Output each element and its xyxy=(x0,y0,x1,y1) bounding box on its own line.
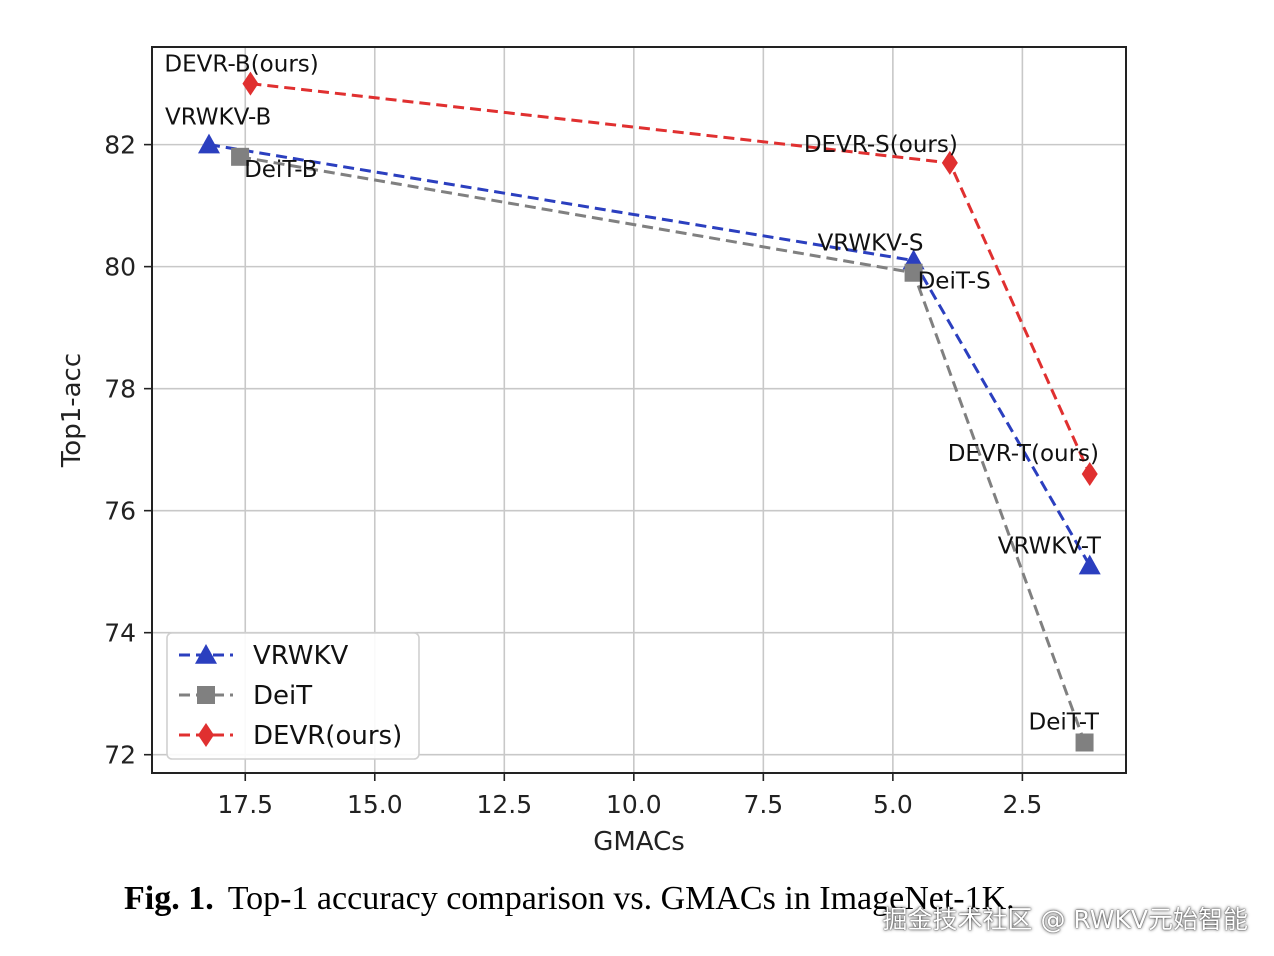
legend-entry: VRWKV xyxy=(179,641,349,671)
figure-number: Fig. 1. xyxy=(124,880,214,917)
data-point xyxy=(1075,733,1094,752)
point-label: DeiT-B xyxy=(244,157,317,183)
y-tick-label: 78 xyxy=(104,375,136,404)
data-point xyxy=(941,150,958,175)
x-axis-label: GMACs xyxy=(593,827,685,857)
x-tick-label: 10.0 xyxy=(606,790,662,819)
accuracy-vs-gmacs-chart: 17.5 15.0 12.5 10.0 7.5 5.0 2.5 72 74 76 78 80 82 VR… xyxy=(57,46,1127,857)
point-annotations: VRWKV-B VRWKV-S VRWKV-T DeiT-B DeiT-S DeiT-T D… xyxy=(164,52,1101,736)
x-tick-label: 2.5 xyxy=(1003,790,1043,819)
data-point xyxy=(242,71,259,96)
y-tick-label: 72 xyxy=(104,741,136,770)
data-point xyxy=(197,133,220,154)
legend-label: DEVR(ours) xyxy=(253,721,402,751)
legend-entry: DeiT xyxy=(179,681,312,711)
x-tick-label: 12.5 xyxy=(476,790,532,819)
legend-entry: DEVR(ours) xyxy=(179,721,402,751)
point-label: DEVR-T(ours) xyxy=(948,441,1099,467)
data-point xyxy=(231,147,250,166)
grid-lines xyxy=(152,47,1126,773)
y-tick-label: 74 xyxy=(104,619,136,648)
data-series xyxy=(197,71,1101,752)
series-2 xyxy=(231,147,1094,752)
x-tick-label: 15.0 xyxy=(347,790,403,819)
legend-marker xyxy=(197,686,215,704)
point-label: DEVR-S(ours) xyxy=(804,132,958,158)
point-label: VRWKV-B xyxy=(165,105,271,131)
watermark: 掘金技术社区 @ RWKV元始智能 xyxy=(882,905,1248,934)
legend: VRWKV DeiT DEVR(ours) xyxy=(166,632,420,760)
legend-label: VRWKV xyxy=(253,641,349,671)
x-tick-label: 17.5 xyxy=(217,790,273,819)
plot-frame xyxy=(151,46,1127,774)
legend-box xyxy=(166,632,420,760)
series-3 xyxy=(242,71,1098,487)
legend-label: DeiT xyxy=(253,681,312,711)
axis-ticks: 17.5 15.0 12.5 10.0 7.5 5.0 2.5 72 74 76 78 80 82 xyxy=(104,131,1042,819)
point-label: DeiT-S xyxy=(918,269,991,295)
y-tick-label: 76 xyxy=(104,497,136,526)
point-label: VRWKV-S xyxy=(818,231,924,257)
series-1 xyxy=(197,133,1101,575)
figure-caption: Fig. 1. Top-1 accuracy comparison vs. GMA… xyxy=(124,880,1015,918)
series-line xyxy=(208,143,1092,567)
caption-text: Top-1 accuracy comparison vs. GMACs in I… xyxy=(227,880,1015,917)
point-label: DEVR-B(ours) xyxy=(164,52,318,78)
y-tick-label: 80 xyxy=(104,253,136,282)
legend-marker xyxy=(195,644,217,664)
data-point xyxy=(1081,462,1098,487)
y-tick-label: 82 xyxy=(104,131,136,160)
data-point xyxy=(904,263,923,282)
data-point xyxy=(1078,554,1101,575)
point-label: VRWKV-T xyxy=(998,534,1102,560)
point-label: DeiT-T xyxy=(1029,709,1100,735)
x-tick-label: 5.0 xyxy=(873,790,913,819)
x-tick-label: 7.5 xyxy=(743,790,783,819)
y-axis-label: Top1-acc xyxy=(57,353,87,468)
legend-marker xyxy=(198,723,214,747)
